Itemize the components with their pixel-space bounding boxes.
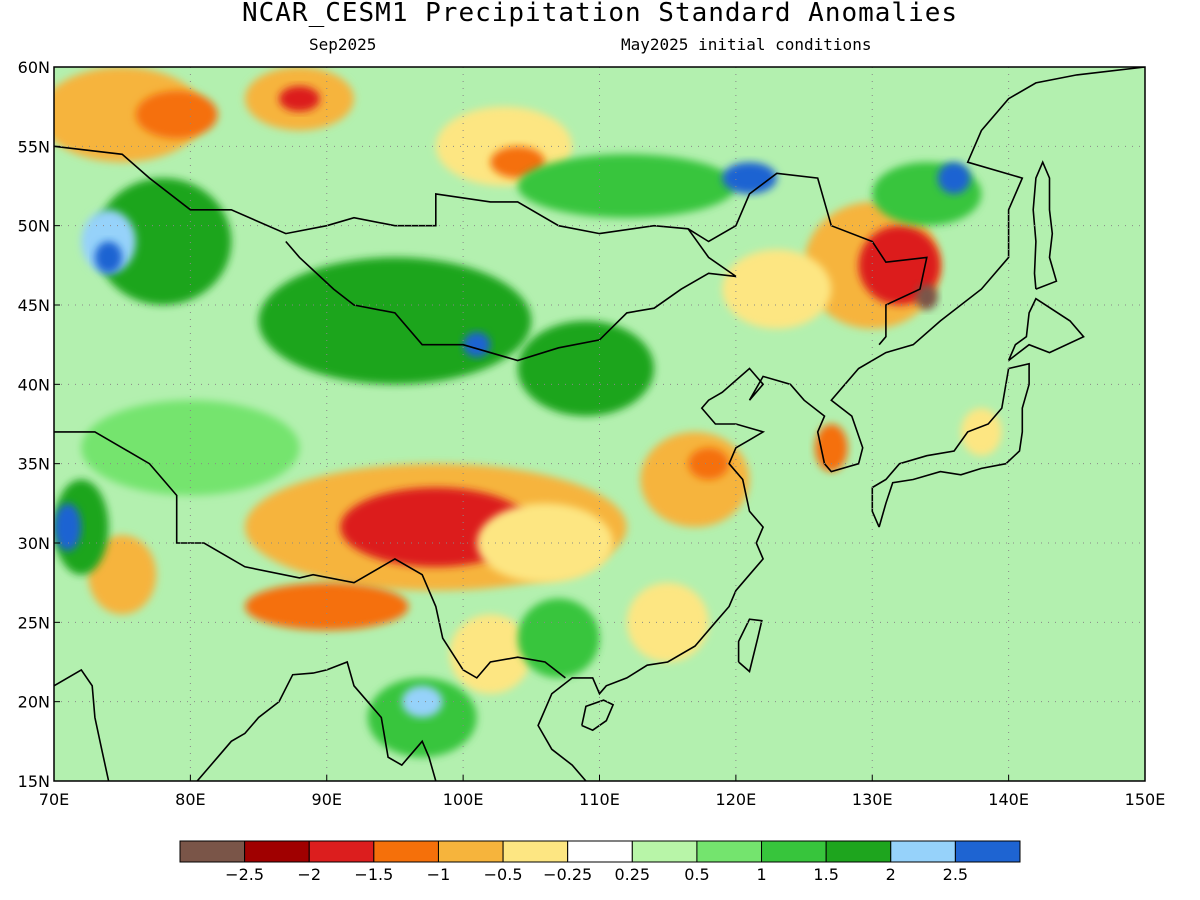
lat-tick-label: 15N xyxy=(18,772,50,791)
colorbar-label: 2 xyxy=(886,865,896,884)
anomaly-region xyxy=(367,677,477,758)
lon-tick-label: 130E xyxy=(852,790,893,809)
hainan xyxy=(581,699,615,732)
lat-tick-label: 60N xyxy=(18,58,50,77)
colorbar-swatch xyxy=(373,840,439,863)
colorbar-swatch xyxy=(502,840,569,863)
map-title: NCAR_CESM1 Precipitation Standard Anomal… xyxy=(241,0,959,28)
colorbar-swatch xyxy=(890,840,956,863)
lon-tick-label: 80E xyxy=(175,790,205,809)
colorbar-label: −1 xyxy=(427,865,451,884)
colorbar-label: −2.5 xyxy=(225,865,264,884)
anomaly-region xyxy=(517,320,655,417)
lat-tick-label: 25N xyxy=(18,613,50,632)
colorbar-label: 2.5 xyxy=(943,865,968,884)
colorbar-label: −2 xyxy=(297,865,321,884)
india-west-coast xyxy=(54,668,110,781)
colorbar-label: −0.5 xyxy=(484,865,523,884)
anomaly-region xyxy=(258,257,532,385)
lat-tick-label: 40N xyxy=(18,375,50,394)
colorbar-label: 0.25 xyxy=(614,865,650,884)
lon-tick-label: 70E xyxy=(39,790,69,809)
colorbar-swatch xyxy=(825,840,892,863)
lon-tick-label: 90E xyxy=(312,790,342,809)
colorbar-label: 0.5 xyxy=(684,865,709,884)
anomaly-region xyxy=(54,67,204,163)
anomaly-region xyxy=(937,162,971,194)
lat-tick-label: 20N xyxy=(18,693,50,712)
lon-tick-label: 140E xyxy=(988,790,1029,809)
japan-hokkaido xyxy=(1007,297,1085,362)
lon-tick-label: 110E xyxy=(579,790,620,809)
longitude-ticks: 70E 80E 90E 100E 110E 120E 130E 140E 150E xyxy=(39,775,1166,809)
anomaly-region xyxy=(517,154,736,218)
colorbar-swatch xyxy=(954,840,1021,863)
colorbar-label: 1 xyxy=(756,865,766,884)
anomaly-region xyxy=(814,424,848,472)
anomaly-region xyxy=(279,86,320,112)
lon-tick-label: 150E xyxy=(1125,790,1166,809)
east-asia-coast xyxy=(537,67,1145,781)
anomaly-region xyxy=(915,284,938,310)
anomaly-region xyxy=(449,614,532,694)
anomaly-region xyxy=(722,162,777,194)
colorbar-swatch xyxy=(631,840,698,863)
anomaly-fills xyxy=(54,67,1145,781)
latitude-ticks: 15N 20N 25N 30N 35N 40N 45N 50N 55N 60N xyxy=(18,58,60,791)
colorbar-swatch xyxy=(179,840,246,863)
colorbar-label: −1.5 xyxy=(354,865,393,884)
anomaly-region xyxy=(626,582,709,662)
russia-border xyxy=(54,145,928,346)
lon-tick-label: 120E xyxy=(716,790,757,809)
valid-month-label: Sep2025 xyxy=(309,35,377,54)
anomaly-region xyxy=(722,249,832,329)
colorbar-label: −0.25 xyxy=(543,865,592,884)
colorbar: −2.5 −2 −1.5 −1 −0.5 −0.25 0.25 0.5 1 1.5 2 2.5 xyxy=(179,840,1021,884)
anomaly-region xyxy=(463,331,491,358)
colorbar-swatch xyxy=(244,840,310,863)
lat-tick-label: 45N xyxy=(18,296,50,315)
lat-tick-label: 55N xyxy=(18,137,50,156)
initial-conditions-label: May2025 initial conditions xyxy=(621,35,872,54)
anomaly-region xyxy=(517,598,600,678)
colorbar-swatch xyxy=(437,840,504,863)
colorbar-swatch xyxy=(761,840,827,863)
lat-tick-label: 50N xyxy=(18,217,50,236)
anomaly-region xyxy=(94,241,123,274)
colorbar-label: 1.5 xyxy=(813,865,838,884)
south-asia-borders xyxy=(54,431,566,679)
lon-tick-label: 100E xyxy=(443,790,484,809)
anomaly-region xyxy=(490,146,545,179)
colorbar-swatch xyxy=(567,840,633,863)
anomaly-region xyxy=(135,90,218,139)
colorbar-swatch xyxy=(308,840,375,863)
anomaly-region xyxy=(54,503,82,551)
anomaly-region xyxy=(688,447,730,480)
coastlines xyxy=(54,67,1145,781)
mongolia-china-border xyxy=(285,228,737,362)
anomaly-region xyxy=(858,225,941,305)
japan-honshu xyxy=(871,362,1030,528)
anomaly-region xyxy=(81,400,300,496)
anomaly-region xyxy=(640,431,750,528)
lat-tick-label: 30N xyxy=(18,534,50,553)
anomaly-region xyxy=(401,685,443,718)
gridlines xyxy=(54,67,1145,781)
anomaly-region xyxy=(88,535,157,615)
taiwan xyxy=(737,618,763,673)
lat-tick-label: 35N xyxy=(18,455,50,474)
colorbar-swatch xyxy=(696,840,763,863)
sakhalin xyxy=(1032,160,1058,290)
